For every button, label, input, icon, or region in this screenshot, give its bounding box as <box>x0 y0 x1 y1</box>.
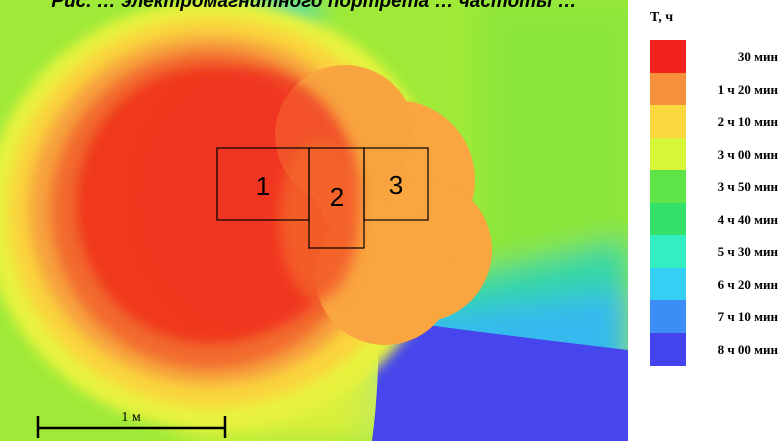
legend-item: 3 ч 50 мин <box>650 170 780 203</box>
legend-swatch <box>650 235 686 268</box>
legend-label: 2 ч 10 мин <box>717 114 778 129</box>
zone-3-box <box>363 147 429 221</box>
heat-map: 1 2 3 1 м <box>0 0 628 441</box>
legend-swatch <box>650 72 686 106</box>
legend-label: 8 ч 00 мин <box>717 341 778 357</box>
legend-swatch <box>650 137 686 171</box>
figure-title: Рис. … электромагнитного портрета … част… <box>51 0 577 12</box>
legend-label: 3 ч 00 мин <box>717 146 778 162</box>
legend-label: 30 мин <box>737 49 778 64</box>
scale-bar: 1 м <box>36 410 227 438</box>
legend-swatch <box>650 332 686 366</box>
legend-label: 3 ч 50 мин <box>717 179 778 194</box>
zone-1-label: 1 <box>256 171 270 201</box>
legend-label: 6 ч 20 мин <box>717 276 778 292</box>
legend-item: 7 ч 10 мин <box>650 300 780 333</box>
legend: T, ч 30 мин 1 ч 20 мин 2 ч 10 мин 3 ч 00 ми… <box>640 10 780 370</box>
legend-swatch <box>650 202 686 236</box>
legend-swatch <box>650 267 686 301</box>
legend-item: 6 ч 20 мин <box>650 267 780 301</box>
legend-swatch <box>650 40 686 73</box>
legend-item: 1 ч 20 мин <box>650 72 780 106</box>
legend-item: 3 ч 00 мин <box>650 137 780 171</box>
legend-item: 2 ч 10 мин <box>650 105 780 138</box>
legend-label: 5 ч 30 мин <box>717 244 778 259</box>
zone-2-label: 2 <box>330 182 344 212</box>
legend-label: 7 ч 10 мин <box>717 309 778 324</box>
legend-item: 5 ч 30 мин <box>650 235 780 268</box>
legend-title: T, ч <box>650 10 674 25</box>
scale-bar-label: 1 м <box>121 410 141 425</box>
legend-label: 1 ч 20 мин <box>717 81 778 97</box>
legend-item: 8 ч 00 мин <box>650 332 780 366</box>
legend-swatch <box>650 300 686 333</box>
legend-swatch <box>650 170 686 203</box>
legend-item: 30 мин <box>650 40 780 73</box>
zone-3-label: 3 <box>389 170 403 200</box>
legend-swatch <box>650 105 686 138</box>
legend-label: 4 ч 40 мин <box>717 211 778 227</box>
legend-item: 4 ч 40 мин <box>650 202 780 236</box>
